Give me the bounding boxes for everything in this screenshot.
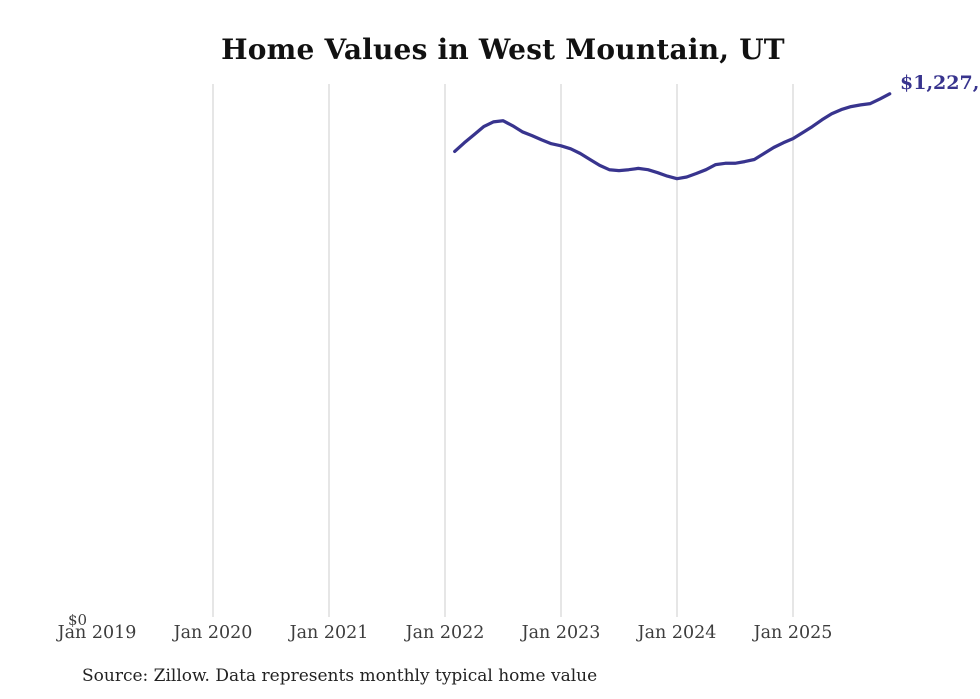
y-axis-zero-label: $0: [68, 611, 88, 629]
chart-title: Home Values in West Mountain, UT: [221, 33, 785, 66]
last-value-label: $1,227,0: [900, 72, 980, 94]
source-note: Source: Zillow. Data represents monthly …: [82, 666, 598, 686]
x-tick-label: Jan 2023: [521, 623, 601, 643]
x-tick-label: Jan 2019: [57, 623, 137, 643]
x-tick-label: Jan 2020: [173, 623, 253, 643]
x-tick-label: Jan 2024: [637, 623, 717, 643]
x-tick-label: Jan 2025: [753, 623, 833, 643]
home-value-series-line: [453, 92, 892, 181]
line-chart: [212, 84, 892, 617]
x-tick-label: Jan 2022: [405, 623, 485, 643]
x-tick-label: Jan 2021: [289, 623, 369, 643]
